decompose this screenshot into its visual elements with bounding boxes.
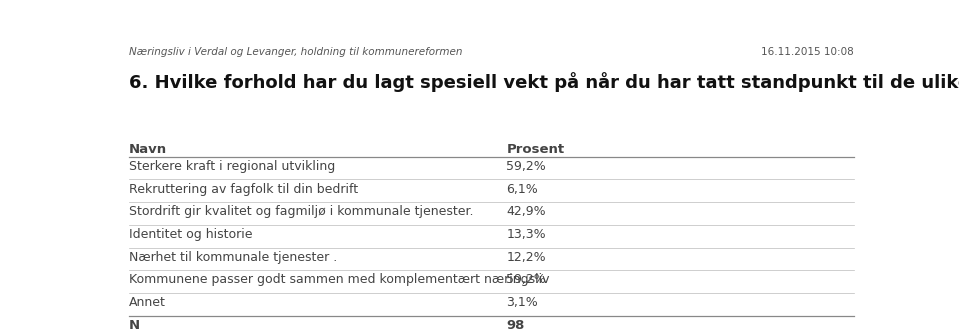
Text: Annet: Annet xyxy=(129,296,166,309)
Text: Kommunene passer godt sammen med komplementært næringsliv: Kommunene passer godt sammen med komplem… xyxy=(129,273,550,286)
Text: 3,1%: 3,1% xyxy=(506,296,538,309)
Text: Nærhet til kommunale tjenester .: Nærhet til kommunale tjenester . xyxy=(129,251,337,264)
Text: 59,2%: 59,2% xyxy=(506,273,546,286)
Text: Sterkere kraft i regional utvikling: Sterkere kraft i regional utvikling xyxy=(129,160,335,173)
Text: Næringsliv i Verdal og Levanger, holdning til kommunereformen: Næringsliv i Verdal og Levanger, holdnin… xyxy=(129,47,462,57)
Text: 42,9%: 42,9% xyxy=(506,205,546,218)
Text: N: N xyxy=(129,319,140,332)
Text: 16.11.2015 10:08: 16.11.2015 10:08 xyxy=(761,47,854,57)
Text: Stordrift gir kvalitet og fagmiljø i kommunale tjenester.: Stordrift gir kvalitet og fagmiljø i kom… xyxy=(129,205,474,218)
Text: 6. Hvilke forhold har du lagt spesiell vekt på når du har tatt standpunkt til de: 6. Hvilke forhold har du lagt spesiell v… xyxy=(129,72,959,92)
Text: 12,2%: 12,2% xyxy=(506,251,546,264)
Text: Prosent: Prosent xyxy=(506,143,565,156)
Text: 98: 98 xyxy=(506,319,525,332)
Text: Navn: Navn xyxy=(129,143,167,156)
Text: 6,1%: 6,1% xyxy=(506,183,538,196)
Text: 59,2%: 59,2% xyxy=(506,160,546,173)
Text: 13,3%: 13,3% xyxy=(506,228,546,241)
Text: Rekruttering av fagfolk til din bedrift: Rekruttering av fagfolk til din bedrift xyxy=(129,183,358,196)
Text: Identitet og historie: Identitet og historie xyxy=(129,228,252,241)
